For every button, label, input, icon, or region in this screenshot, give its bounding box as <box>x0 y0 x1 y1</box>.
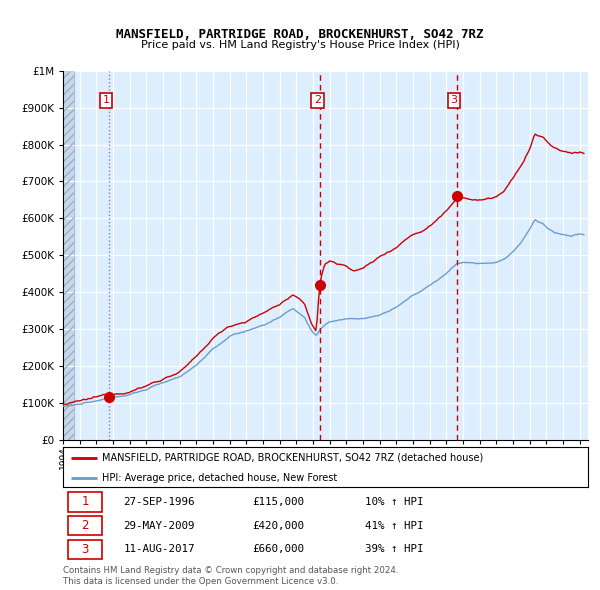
FancyBboxPatch shape <box>68 540 103 559</box>
Text: This data is licensed under the Open Government Licence v3.0.: This data is licensed under the Open Gov… <box>63 576 338 586</box>
Text: 3: 3 <box>451 96 458 105</box>
Text: 1: 1 <box>103 96 110 105</box>
Text: 1: 1 <box>82 496 89 509</box>
Text: MANSFIELD, PARTRIDGE ROAD, BROCKENHURST, SO42 7RZ (detached house): MANSFIELD, PARTRIDGE ROAD, BROCKENHURST,… <box>103 453 484 463</box>
Text: Contains HM Land Registry data © Crown copyright and database right 2024.: Contains HM Land Registry data © Crown c… <box>63 566 398 575</box>
Text: 2: 2 <box>82 519 89 532</box>
Text: 2: 2 <box>314 96 321 105</box>
Text: 3: 3 <box>82 543 89 556</box>
Text: 41% ↑ HPI: 41% ↑ HPI <box>365 521 424 530</box>
Text: 11-AUG-2017: 11-AUG-2017 <box>124 545 195 555</box>
FancyBboxPatch shape <box>68 492 103 512</box>
Text: £420,000: £420,000 <box>252 521 304 530</box>
Text: 10% ↑ HPI: 10% ↑ HPI <box>365 497 424 507</box>
Text: 27-SEP-1996: 27-SEP-1996 <box>124 497 195 507</box>
Text: Price paid vs. HM Land Registry's House Price Index (HPI): Price paid vs. HM Land Registry's House … <box>140 40 460 50</box>
Text: 29-MAY-2009: 29-MAY-2009 <box>124 521 195 530</box>
Text: £660,000: £660,000 <box>252 545 304 555</box>
FancyBboxPatch shape <box>68 516 103 535</box>
Bar <box>63 71 74 440</box>
Text: HPI: Average price, detached house, New Forest: HPI: Average price, detached house, New … <box>103 473 338 483</box>
Text: 39% ↑ HPI: 39% ↑ HPI <box>365 545 424 555</box>
Text: MANSFIELD, PARTRIDGE ROAD, BROCKENHURST, SO42 7RZ: MANSFIELD, PARTRIDGE ROAD, BROCKENHURST,… <box>116 28 484 41</box>
Text: £115,000: £115,000 <box>252 497 304 507</box>
Bar <box>63 71 74 440</box>
